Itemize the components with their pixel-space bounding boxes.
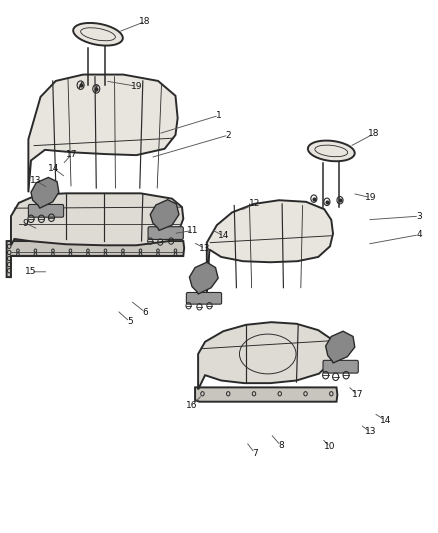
Text: 5: 5 [127, 317, 133, 326]
Text: 14: 14 [48, 164, 59, 173]
Text: 19: 19 [131, 82, 142, 91]
Polygon shape [7, 241, 184, 277]
Text: 13: 13 [30, 176, 41, 185]
Text: 2: 2 [226, 131, 231, 140]
FancyBboxPatch shape [186, 293, 222, 304]
Polygon shape [325, 331, 355, 363]
Ellipse shape [308, 141, 355, 161]
Text: 7: 7 [252, 449, 258, 458]
FancyBboxPatch shape [28, 205, 64, 217]
FancyBboxPatch shape [323, 360, 358, 373]
Text: 19: 19 [365, 193, 376, 202]
Text: 6: 6 [142, 308, 148, 317]
Polygon shape [195, 387, 337, 402]
FancyBboxPatch shape [148, 227, 184, 239]
Text: 14: 14 [218, 231, 229, 240]
Polygon shape [150, 200, 179, 230]
Text: 18: 18 [139, 17, 151, 26]
Text: 8: 8 [278, 441, 284, 450]
Text: 16: 16 [186, 401, 198, 410]
Polygon shape [198, 322, 334, 390]
Text: 12: 12 [249, 199, 260, 208]
Polygon shape [207, 200, 333, 294]
Text: 15: 15 [25, 268, 37, 276]
Text: 10: 10 [324, 442, 336, 451]
Text: 11: 11 [187, 226, 199, 235]
Polygon shape [31, 177, 59, 208]
Text: 17: 17 [66, 150, 78, 159]
Text: 18: 18 [368, 130, 379, 139]
Polygon shape [11, 193, 184, 245]
Text: 4: 4 [417, 230, 422, 239]
Text: 9: 9 [22, 219, 28, 228]
Polygon shape [28, 75, 178, 192]
Ellipse shape [73, 23, 123, 46]
Text: 1: 1 [216, 111, 222, 120]
Text: 13: 13 [199, 244, 211, 253]
Text: 17: 17 [352, 390, 363, 399]
Text: 13: 13 [365, 427, 376, 437]
Polygon shape [189, 262, 218, 294]
Text: 3: 3 [417, 212, 422, 221]
Text: 14: 14 [380, 416, 391, 425]
Ellipse shape [81, 28, 115, 41]
Ellipse shape [315, 145, 348, 157]
